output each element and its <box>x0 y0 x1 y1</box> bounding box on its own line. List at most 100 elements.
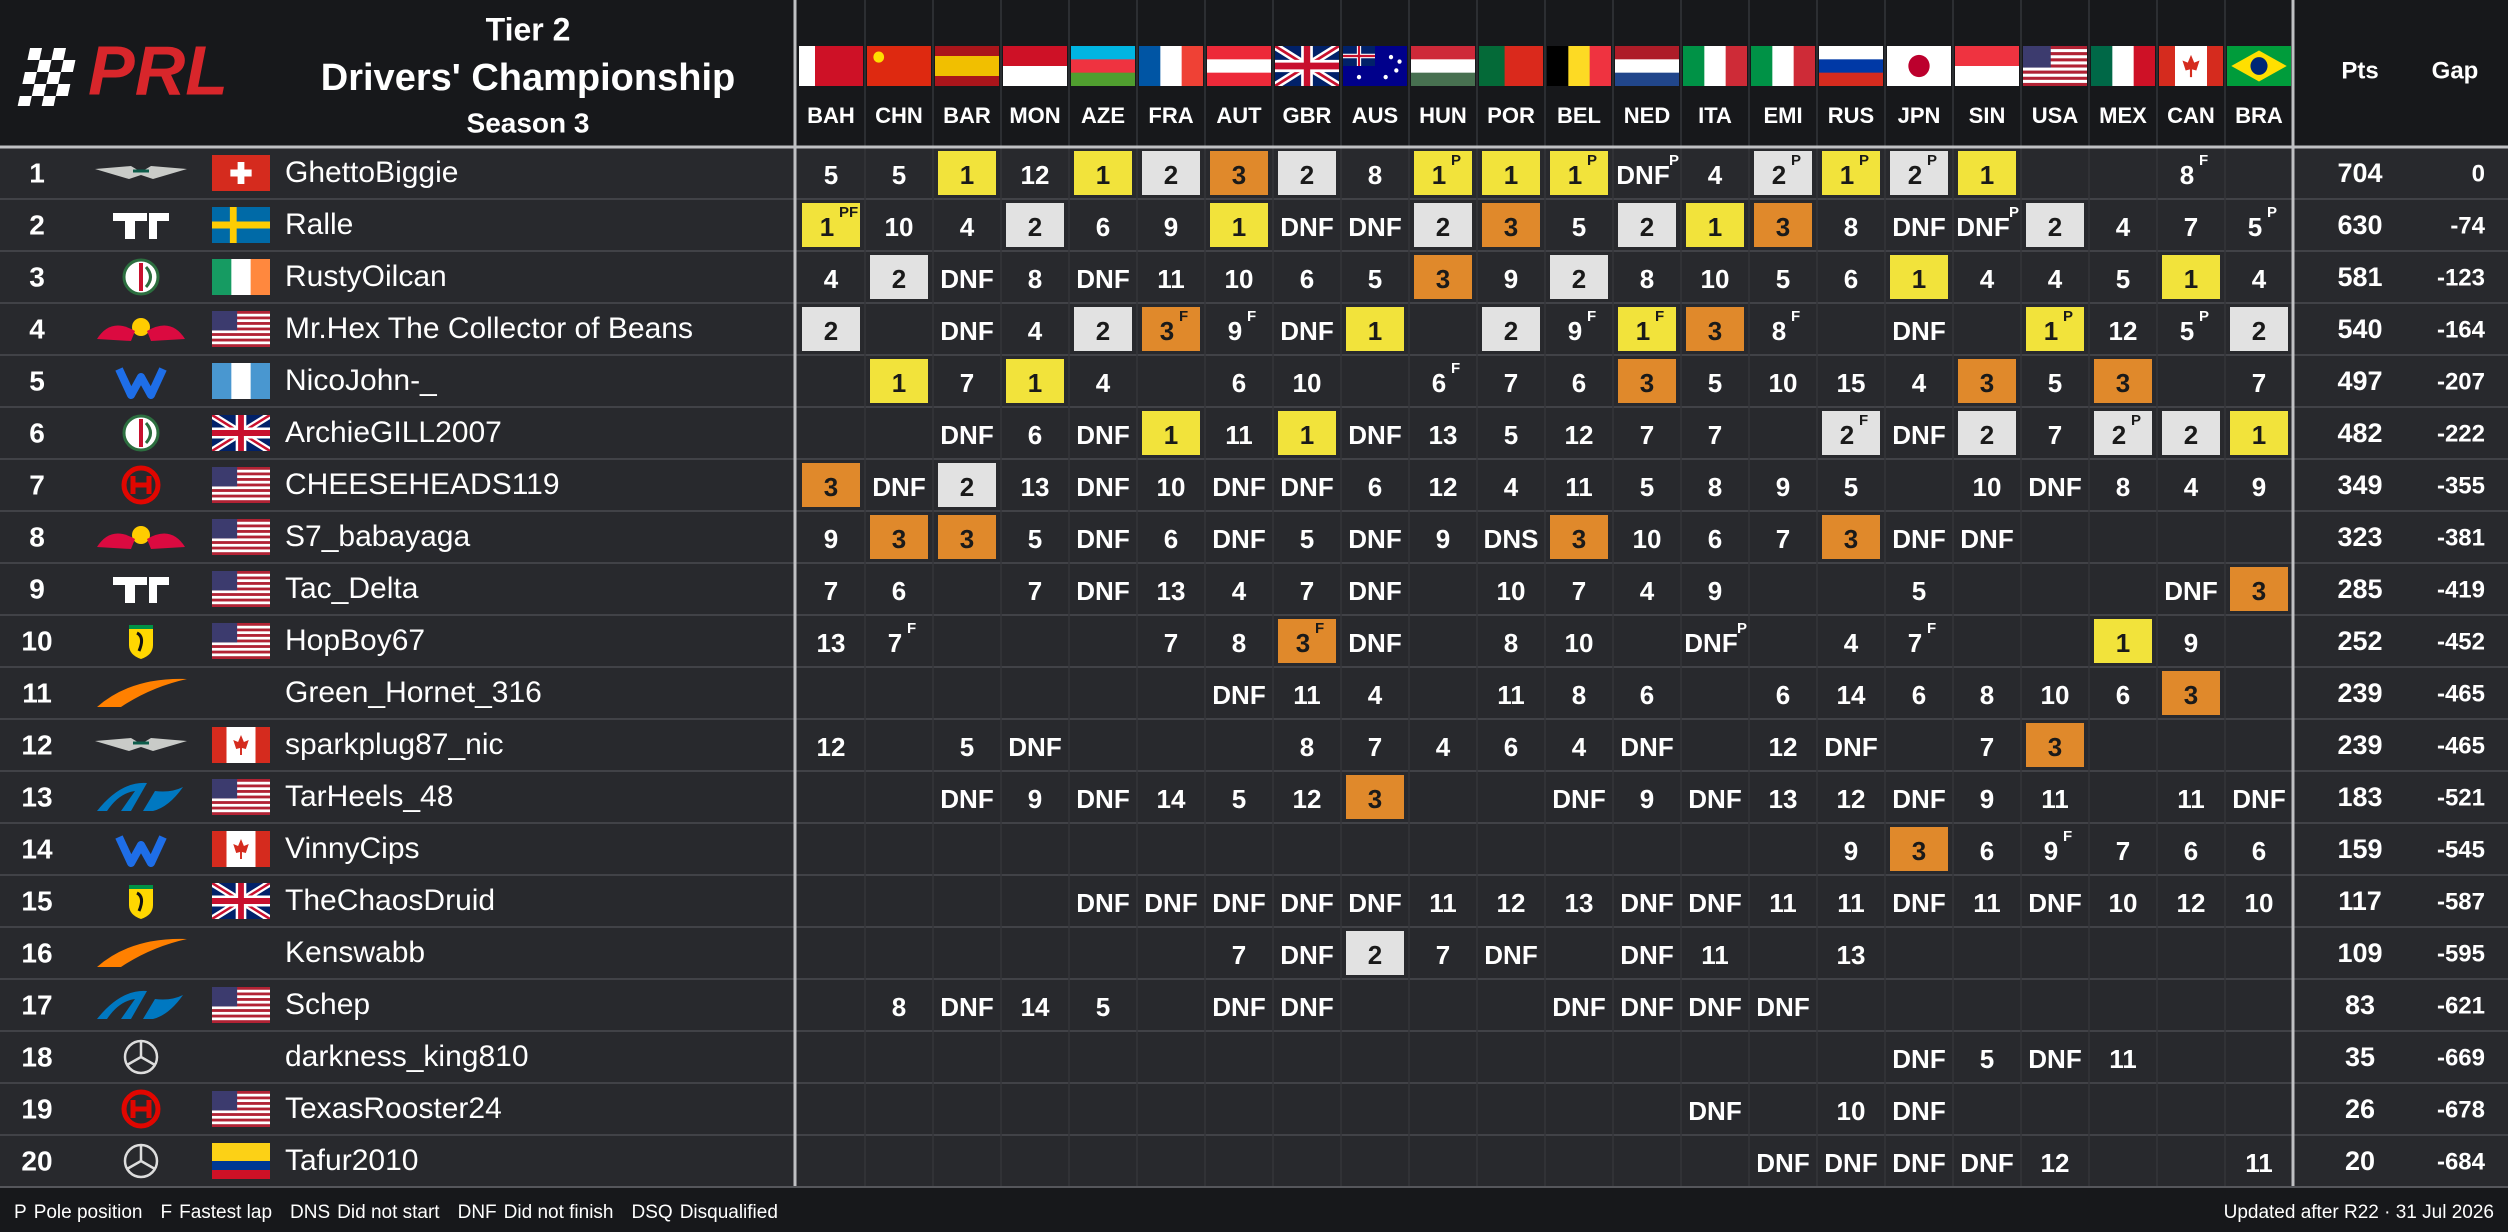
logo-part <box>97 990 147 1019</box>
result: 7 <box>1028 576 1042 606</box>
flag-canton <box>212 571 238 591</box>
driver-name: TheChaosDruid <box>285 884 495 917</box>
flag <box>1343 46 1407 86</box>
flag-stripe <box>212 595 270 599</box>
podium-cell <box>1822 411 1880 455</box>
flag-stripe <box>212 579 270 583</box>
flag <box>212 311 270 347</box>
logo-part <box>97 678 187 707</box>
flag-stripe <box>1547 46 1569 86</box>
result: 6 <box>1028 420 1042 450</box>
flag-stripe <box>212 1009 270 1013</box>
flag-stripe <box>212 1093 270 1097</box>
result: 10 <box>1973 472 2002 502</box>
flag <box>1411 46 1475 86</box>
flag <box>1139 46 1203 86</box>
podium-cell <box>1278 411 1336 455</box>
result: DNF <box>1756 992 1809 1022</box>
team-logo <box>122 414 160 452</box>
flag-stripe <box>212 656 270 659</box>
result: DNF <box>1960 1148 2013 1178</box>
result: 9 <box>1028 784 1042 814</box>
race-code: BAR <box>943 103 991 128</box>
result: DNF <box>940 316 993 346</box>
team-logo <box>97 990 183 1019</box>
result: 1 <box>1096 160 1110 190</box>
podium-cell <box>2230 567 2288 611</box>
result-note: F <box>1247 308 1256 325</box>
flag-stripe <box>1071 59 1135 73</box>
result: 1 <box>1980 160 1994 190</box>
flag-stripe <box>212 831 227 867</box>
result: 5 <box>1504 420 1518 450</box>
flag <box>212 415 270 451</box>
podium-cell <box>1686 203 1744 247</box>
result: 2 <box>2252 316 2266 346</box>
flag-stripe <box>212 475 270 479</box>
result: 10 <box>1837 1096 1866 1126</box>
gap: -74 <box>2450 212 2485 239</box>
flag-stripe <box>212 363 232 399</box>
result: 2 <box>2112 420 2126 450</box>
result: 4 <box>1708 160 1723 190</box>
result-note: F <box>2063 828 2072 845</box>
result: DNF <box>1484 940 1537 970</box>
result: 4 <box>1844 628 1859 658</box>
flag-stripe <box>212 1104 270 1108</box>
flag-stripe <box>212 1124 270 1127</box>
race-code: GBR <box>1283 103 1332 128</box>
podium-cell <box>1686 307 1744 351</box>
result: 4 <box>2116 212 2131 242</box>
result: DNF <box>2164 576 2217 606</box>
result-note: P <box>1669 152 1679 169</box>
result: 11 <box>1497 680 1525 710</box>
flag-stripe <box>2023 64 2087 68</box>
result: 6 <box>892 576 906 606</box>
team-logo <box>97 938 187 967</box>
result: 3 <box>2048 732 2062 762</box>
flag-stripe <box>212 486 270 490</box>
flag-stripe <box>212 631 270 635</box>
flag <box>1479 46 1543 86</box>
result: 7 <box>1368 732 1382 762</box>
flag-stripe <box>1751 46 1773 86</box>
flag-stripe <box>1955 66 2019 86</box>
points: 285 <box>2337 574 2382 604</box>
result: DNF <box>1688 992 1741 1022</box>
flag-star <box>1394 68 1399 73</box>
flag-stripe <box>212 491 270 495</box>
result: DNF <box>1076 576 1129 606</box>
result-note: P <box>2063 308 2073 325</box>
logo-part <box>121 465 161 505</box>
result: 5 <box>2048 368 2062 398</box>
result: DNF <box>1280 472 1333 502</box>
result: DNF <box>1076 264 1129 294</box>
flag-stripe <box>212 333 270 337</box>
result: DNF <box>1892 524 1945 554</box>
result: 7 <box>888 628 902 658</box>
team-logo <box>113 577 169 603</box>
flag-stripe <box>250 259 270 295</box>
flag-stripe <box>1704 46 1726 86</box>
result: 8 <box>1772 316 1786 346</box>
gap-header: Gap <box>2432 57 2479 84</box>
result: DNF <box>1616 160 1669 190</box>
result: 7 <box>1708 420 1722 450</box>
gap: -678 <box>2437 1096 2485 1123</box>
result-note: P <box>2267 204 2277 221</box>
result: DNF <box>940 784 993 814</box>
team-logo <box>121 465 161 505</box>
podium-cell <box>2026 723 2084 767</box>
points: 26 <box>2345 1094 2375 1124</box>
flag-stripe <box>1411 72 1475 86</box>
position: 7 <box>29 469 45 500</box>
flag-stripe <box>255 831 270 867</box>
result: DNF <box>1892 1148 1945 1178</box>
podium-cell <box>1822 515 1880 559</box>
podium-cell <box>938 515 996 559</box>
flag <box>1207 46 1271 86</box>
legend-key: DNF <box>458 1202 497 1223</box>
result: 6 <box>2252 836 2266 866</box>
flag-star <box>1383 74 1388 80</box>
points-header: Pts <box>2341 57 2378 84</box>
